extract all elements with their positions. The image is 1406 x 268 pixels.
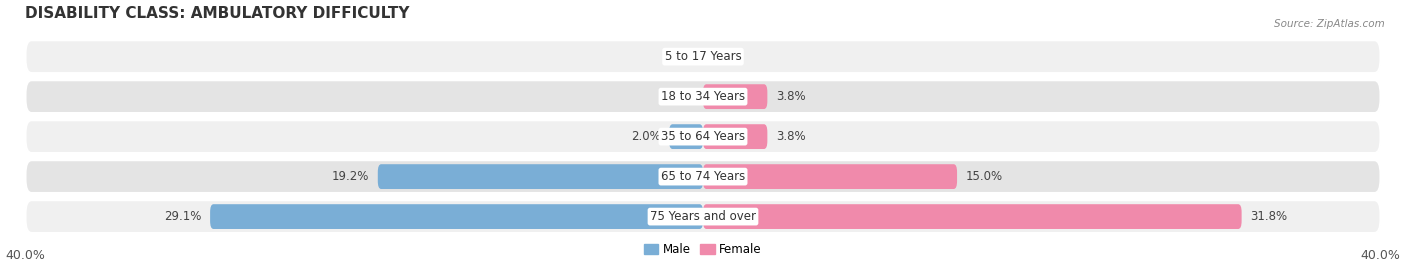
Text: 3.8%: 3.8%	[776, 130, 806, 143]
FancyBboxPatch shape	[25, 120, 1381, 153]
Text: 0.0%: 0.0%	[711, 50, 741, 63]
Text: 5 to 17 Years: 5 to 17 Years	[665, 50, 741, 63]
Text: 75 Years and over: 75 Years and over	[650, 210, 756, 223]
FancyBboxPatch shape	[378, 164, 703, 189]
FancyBboxPatch shape	[669, 124, 703, 149]
FancyBboxPatch shape	[703, 164, 957, 189]
FancyBboxPatch shape	[703, 124, 768, 149]
FancyBboxPatch shape	[25, 200, 1381, 233]
Text: 31.8%: 31.8%	[1250, 210, 1288, 223]
Text: 35 to 64 Years: 35 to 64 Years	[661, 130, 745, 143]
FancyBboxPatch shape	[703, 84, 768, 109]
Legend: Male, Female: Male, Female	[644, 243, 762, 256]
Text: 18 to 34 Years: 18 to 34 Years	[661, 90, 745, 103]
Text: 15.0%: 15.0%	[966, 170, 1002, 183]
Text: DISABILITY CLASS: AMBULATORY DIFFICULTY: DISABILITY CLASS: AMBULATORY DIFFICULTY	[25, 6, 411, 21]
Text: 65 to 74 Years: 65 to 74 Years	[661, 170, 745, 183]
Text: 29.1%: 29.1%	[165, 210, 201, 223]
FancyBboxPatch shape	[703, 204, 1241, 229]
Text: 0.0%: 0.0%	[665, 90, 695, 103]
Text: 2.0%: 2.0%	[631, 130, 661, 143]
FancyBboxPatch shape	[25, 40, 1381, 73]
Text: 19.2%: 19.2%	[332, 170, 370, 183]
FancyBboxPatch shape	[209, 204, 703, 229]
Text: 3.8%: 3.8%	[776, 90, 806, 103]
Text: Source: ZipAtlas.com: Source: ZipAtlas.com	[1274, 19, 1385, 29]
Text: 0.0%: 0.0%	[665, 50, 695, 63]
FancyBboxPatch shape	[25, 160, 1381, 193]
FancyBboxPatch shape	[25, 80, 1381, 113]
